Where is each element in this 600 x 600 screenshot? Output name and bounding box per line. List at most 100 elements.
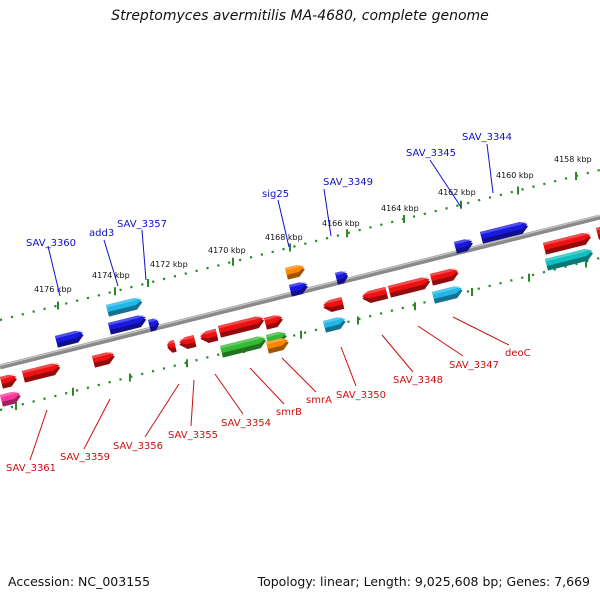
gene-top: [430, 268, 459, 282]
gene-highlight: [218, 316, 263, 329]
gene-feature: [106, 297, 143, 317]
gene-highlight: [285, 264, 304, 271]
tick-label: 4170 kbp: [208, 246, 246, 255]
gene-feature: [432, 286, 463, 304]
label-leader: [486, 143, 494, 194]
gene-label: SAV_3355: [168, 430, 218, 441]
gene-highlight: [596, 226, 600, 231]
gene-highlight: [430, 268, 458, 277]
label-leader: [47, 245, 61, 297]
ruler-tick-labels: 4176 kbp 4174 kbp 4172 kbp 4170 kbp 4168 kbp…: [34, 155, 592, 294]
gene-highlight: [388, 277, 430, 289]
label-leader: [277, 199, 290, 248]
gene-feature: [92, 351, 115, 368]
gene-label: SAV_3359: [60, 452, 110, 463]
genome-summary-text: Topology: linear; Length: 9,025,608 bp; …: [257, 574, 590, 589]
gene-features: [0, 221, 600, 407]
gene-top: [432, 286, 462, 300]
gene-label: smrA: [306, 395, 332, 406]
gene-label: add3: [89, 228, 114, 239]
gene-feature: [264, 314, 283, 330]
gene-label: SAV_3361: [6, 463, 56, 474]
tick-label: 4164 kbp: [381, 204, 419, 213]
label-leader: [29, 409, 48, 461]
gene-top: [220, 336, 266, 354]
gene-highlight: [289, 281, 307, 288]
gene-highlight: [432, 286, 462, 295]
gene-feature: [361, 286, 389, 303]
gene-highlight: [55, 330, 83, 339]
gene-feature: [545, 248, 594, 271]
gene-feature: [322, 297, 345, 312]
label-leader: [144, 383, 180, 438]
label-leader-lines: [29, 143, 510, 461]
gene-label: SAV_3350: [336, 390, 386, 401]
gene-highlight: [361, 286, 386, 295]
map-title: Streptomyces avermitilis MA-4680, comple…: [111, 8, 489, 24]
gene-highlight: [0, 391, 20, 398]
gene-feature: [266, 337, 289, 354]
gene-top: [55, 330, 84, 344]
gene-highlight: [106, 297, 142, 308]
gene-feature: [543, 232, 592, 255]
tick-label: 4176 kbp: [34, 285, 72, 294]
gene-highlight: [178, 335, 195, 341]
gene-highlight: [108, 315, 146, 326]
label-leader: [281, 357, 317, 393]
gene-top: [108, 315, 146, 331]
ruler-lower: [0, 256, 600, 412]
gene-highlight: [264, 314, 282, 321]
gene-highlight: [266, 337, 288, 345]
gene-highlight: [220, 336, 265, 349]
gene-feature: [454, 238, 473, 254]
gene-label: SAV_3354: [221, 418, 271, 429]
label-leader: [249, 367, 285, 405]
gene-top: [543, 233, 591, 251]
gene-highlight: [322, 297, 343, 304]
gene-feature: [323, 316, 346, 333]
gene-highlight: [166, 340, 175, 344]
gene-feature: [148, 318, 160, 332]
gene-highlight: [545, 248, 592, 262]
label-leader: [83, 398, 111, 450]
gene-highlight: [454, 238, 472, 245]
gene-label: smrB: [276, 407, 302, 418]
tick-label: 4158 kbp: [554, 155, 592, 164]
gene-feature: [335, 271, 349, 285]
label-leader: [141, 229, 147, 281]
gene-highlight: [480, 221, 527, 235]
tick-label: 4168 kbp: [265, 233, 303, 242]
label-leader: [323, 188, 332, 237]
gene-top: [545, 249, 593, 267]
gene-feature: [0, 391, 21, 407]
gene-feature: [388, 277, 431, 298]
label-leader: [429, 159, 462, 208]
gene-label: SAV_3356: [113, 441, 163, 452]
gene-top: [218, 316, 264, 334]
gene-label: SAV_3360: [26, 238, 76, 249]
gene-label: SAV_3357: [117, 219, 167, 230]
gene-label: SAV_3349: [323, 177, 373, 188]
gene-highlight: [148, 318, 159, 323]
gene-label: deoC: [505, 348, 531, 359]
gene-feature: [108, 315, 147, 335]
gene-feature: [289, 281, 308, 297]
gene-feature: [166, 340, 177, 353]
gene-highlight: [92, 351, 114, 359]
gene-feature: [596, 226, 600, 240]
label-leader: [340, 346, 357, 387]
gene-feature: [220, 336, 267, 358]
ruler-upper: [0, 168, 600, 322]
label-leader: [190, 379, 195, 427]
ruler-ticks-upper: [57, 172, 577, 310]
label-leader: [214, 373, 244, 415]
gene-highlight: [199, 328, 217, 335]
gene-top: [480, 222, 528, 240]
label-leader: [417, 325, 464, 357]
gene-feature: [480, 221, 529, 244]
tick-label: 4160 kbp: [496, 171, 534, 180]
gene-label: SAV_3344: [462, 132, 512, 143]
accession-text: Accession: NC_003155: [8, 574, 151, 589]
